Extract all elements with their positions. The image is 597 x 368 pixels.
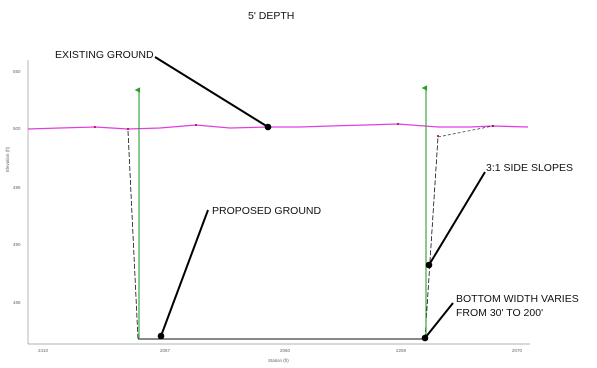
y-tick-label: 490 — [13, 242, 21, 247]
right-side-slope — [424, 136, 439, 340]
side-slopes-label: 3:1 SIDE SLOPES — [486, 162, 573, 174]
x-tick-label: 2259 — [396, 348, 407, 353]
proposed-ground-leader — [160, 209, 209, 337]
x-tick-label: 2410 — [38, 348, 49, 353]
proposed-ground-section — [127, 125, 494, 340]
existing-ground-line — [27, 123, 529, 130]
y-tick-label: 485 — [13, 300, 21, 305]
x-tick-label: 2060 — [280, 348, 291, 353]
side-slopes-dot — [425, 261, 433, 269]
x-axis-label: Station (ft) — [268, 358, 289, 363]
existing-ground-vertices — [94, 123, 494, 137]
right-tie-in — [437, 125, 494, 138]
existing-ground-leader — [154, 56, 269, 128]
y-tick-label: 500 — [13, 126, 21, 131]
y-tick-label: 495 — [13, 185, 21, 190]
y-axis-label: Elevation (ft) — [5, 146, 10, 172]
proposed-ground-dot — [157, 332, 165, 340]
left-side-slope — [127, 130, 139, 340]
side-slopes-leader — [428, 171, 486, 266]
bottom-width-label-line2: FROM 30' TO 200' — [456, 307, 543, 319]
proposed-ground-label: PROPOSED GROUND — [212, 205, 322, 217]
existing-ground-label: EXISTING GROUND — [55, 49, 154, 61]
bottom-width-leader — [424, 302, 454, 339]
x-tick-label: 2070 — [512, 348, 523, 353]
y-tick-label: 550 — [13, 69, 21, 74]
bottom-width-dot — [421, 334, 429, 342]
bottom-width-label-line1: BOTTOM WIDTH VARIES — [456, 293, 579, 305]
x-tick-label: 2057 — [160, 348, 171, 353]
existing-ground-dot — [264, 123, 272, 131]
diagram-title: 5' DEPTH — [248, 10, 294, 22]
